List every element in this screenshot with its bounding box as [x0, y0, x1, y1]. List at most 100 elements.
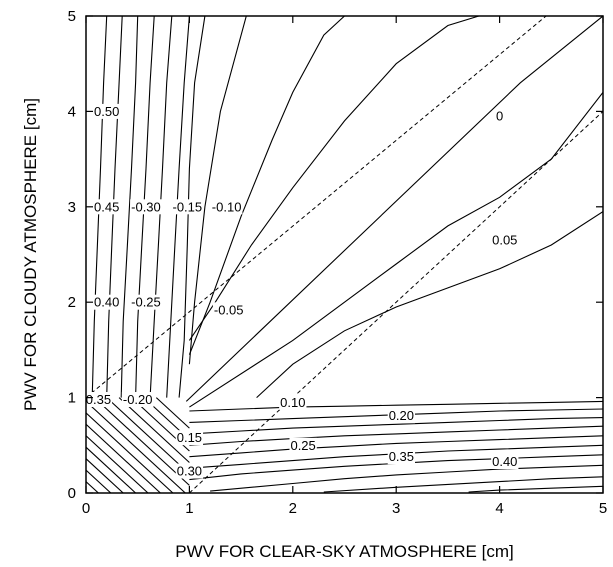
contour-label-text-18: 0.40 [492, 454, 517, 469]
contour-line-20 [210, 464, 603, 492]
hatch-line-13 [155, 397, 190, 429]
contour-label-bg-0 [93, 103, 121, 119]
contour-line-0 [185, 16, 603, 402]
contour-label-14: 0.20 [387, 408, 416, 424]
contour-label-text-2: -0.30 [131, 199, 161, 214]
contour-label-bg-7 [212, 302, 245, 318]
contour-label-bg-11 [491, 232, 519, 248]
hatch-line-0 [86, 481, 99, 493]
contour-label-13: 0.15 [175, 430, 204, 446]
hatch-line-1 [86, 469, 112, 493]
contour-label-bg-13 [175, 430, 204, 446]
contour-label-text-13: 0.15 [177, 430, 202, 445]
contour-label-text-8: 0.35 [86, 392, 111, 407]
contour-label-text-9: -0.20 [123, 392, 153, 407]
contour-label-bg-8 [84, 392, 113, 408]
contour-label-text-3: -0.15 [173, 199, 203, 214]
contour-line-10 [120, 16, 139, 398]
hatch-line-7 [86, 400, 186, 493]
contour-label-8: 0.35 [84, 392, 113, 408]
contour-line-17 [189, 435, 603, 458]
contour-line-5 [188, 16, 247, 365]
reference-dashed-lines [86, 16, 603, 493]
hatch-line-5 [86, 423, 161, 493]
contour-label-bg-16 [175, 463, 204, 479]
hatch-line-9 [106, 397, 190, 475]
contour-label-text-1: 0.45 [94, 199, 119, 214]
x-tick-label-2: 2 [289, 500, 297, 517]
x-tick-label-1: 1 [185, 500, 193, 517]
contour-label-2: -0.30 [130, 199, 162, 215]
hatch-line-3 [86, 446, 136, 493]
contour-label-text-14: 0.20 [389, 408, 414, 423]
y-tick-label-5: 5 [68, 8, 76, 25]
x-axis-title: PWV FOR CLEAR-SKY ATMOSPHERE [cm] [175, 542, 513, 561]
x-tick-label-3: 3 [392, 500, 400, 517]
contour-label-7: -0.05 [212, 302, 245, 318]
contour-line-2 [256, 211, 603, 399]
contour-label-text-12: 0.10 [280, 395, 305, 410]
contour-line-4 [188, 16, 345, 355]
contour-label-1: 0.45 [93, 199, 121, 215]
hatch-line-10 [118, 397, 190, 463]
contour-labels: 0.50 0.45 -0.30 -0.15 -0.10 0.40 -0.25 -0.05 0.3… [84, 103, 519, 479]
contour-label-bg-5 [93, 294, 121, 310]
contour-label-bg-12 [279, 394, 307, 410]
contour-label-6: -0.25 [130, 294, 162, 310]
contour-label-bg-15 [289, 437, 317, 453]
dashed-line-1 [189, 111, 603, 493]
contour-label-17: 0.35 [387, 449, 416, 465]
contour-label-text-6: -0.25 [131, 295, 161, 310]
contour-label-bg-2 [130, 199, 162, 215]
y-axis-title: PWV FOR CLOUDY ATMOSPHERE [cm] [21, 98, 40, 411]
contour-label-16: 0.30 [175, 463, 204, 479]
contour-line-13 [189, 400, 603, 412]
contour-label-4: -0.10 [210, 199, 243, 215]
contour-line-21 [323, 476, 603, 493]
contour-label-text-5: 0.40 [94, 295, 119, 310]
contour-label-0: 0.50 [93, 103, 121, 119]
contour-label-text-11: 0.05 [492, 233, 517, 248]
contour-label-text-7: -0.05 [214, 302, 244, 317]
contour-label-15: 0.25 [289, 437, 317, 453]
contour-label-text-10: 0 [496, 109, 503, 124]
y-tick-label-4: 4 [68, 103, 76, 120]
contour-line-1 [189, 91, 603, 408]
contour-label-bg-4 [210, 199, 243, 215]
plot-frame [85, 15, 604, 494]
contour-label-text-15: 0.25 [290, 438, 315, 453]
x-tick-label-0: 0 [82, 500, 90, 517]
axes: 0 1 2 3 4 5 0 1 2 3 4 5 [68, 8, 608, 517]
y-tick-label-1: 1 [68, 390, 76, 407]
contour-line-3 [188, 16, 480, 341]
contour-label-bg-9 [121, 392, 154, 408]
contour-label-text-0: 0.50 [94, 104, 119, 119]
y-tick-label-2: 2 [68, 294, 76, 311]
contour-label-11: 0.05 [491, 232, 519, 248]
contour-label-text-16: 0.30 [177, 464, 202, 479]
contour-label-3: -0.15 [171, 199, 204, 215]
x-tick-label-5: 5 [599, 500, 607, 517]
hatch-line-2 [86, 458, 124, 493]
contour-label-bg-1 [93, 199, 121, 215]
contour-label-bg-3 [171, 199, 204, 215]
dashed-line-0 [86, 16, 547, 398]
y-tick-label-3: 3 [68, 199, 76, 216]
contour-label-9: -0.20 [121, 392, 154, 408]
contour-label-bg-14 [387, 408, 416, 424]
hatch-line-8 [93, 397, 190, 486]
contour-label-bg-6 [130, 294, 162, 310]
contour-label-bg-10 [494, 108, 505, 124]
contour-label-18: 0.40 [491, 454, 519, 470]
contour-label-text-17: 0.35 [389, 449, 414, 464]
contour-label-12: 0.10 [279, 394, 307, 410]
contour-label-5: 0.40 [93, 294, 121, 310]
contour-line-22 [468, 485, 603, 493]
contour-line-16 [189, 425, 603, 446]
contour-label-10: 0 [494, 108, 505, 124]
corner-hatching [86, 397, 190, 493]
hatch-line-4 [86, 435, 149, 493]
x-tick-label-4: 4 [495, 500, 503, 517]
y-tick-label-0: 0 [68, 485, 76, 502]
